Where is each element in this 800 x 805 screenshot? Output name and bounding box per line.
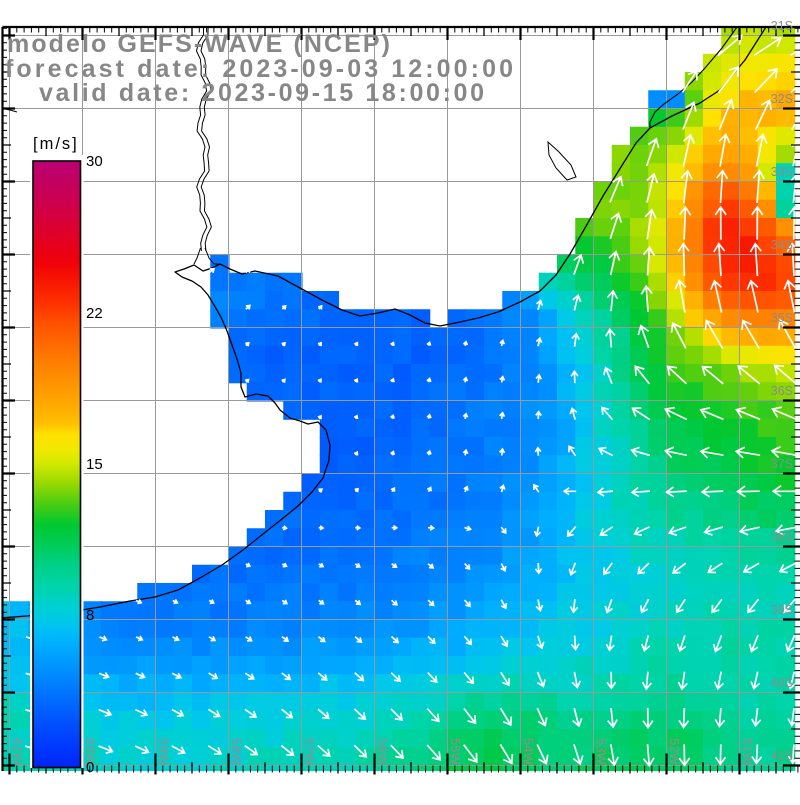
svg-text:60W: 60W [83,738,98,765]
svg-text:40S: 40S [771,676,793,690]
svg-text:53W: 53W [594,738,609,765]
svg-text:51W: 51W [740,738,755,765]
svg-text:38S: 38S [771,530,793,544]
svg-text:modelo GEFS-WAVE (NCEP): modelo GEFS-WAVE (NCEP) [7,30,390,58]
svg-text:56W: 56W [375,738,390,765]
svg-text:forecast date: 2023-09-03 12:0: forecast date: 2023-09-03 12:00:00 [5,55,513,83]
svg-text:15: 15 [86,456,103,473]
svg-text:58W: 58W [229,738,244,765]
svg-text:valid date: 2023-09-15 18:00:0: valid date: 2023-09-15 18:00:00 [39,79,484,107]
svg-text:33S: 33S [771,165,793,179]
svg-text:8: 8 [86,607,94,624]
svg-text:32S: 32S [771,92,793,106]
svg-text:55W: 55W [448,738,463,765]
svg-text:59W: 59W [156,738,171,765]
svg-text:[m/s]: [m/s] [33,135,79,153]
svg-text:52W: 52W [667,738,682,765]
svg-text:61W: 61W [10,738,25,765]
svg-text:36S: 36S [771,384,793,398]
svg-text:34S: 34S [771,238,793,252]
svg-text:37S: 37S [771,457,793,471]
svg-text:54W: 54W [521,738,536,765]
svg-text:35S: 35S [771,311,793,325]
svg-text:30: 30 [86,153,103,170]
svg-text:0: 0 [86,759,94,776]
svg-text:57W: 57W [302,738,317,765]
svg-text:31S: 31S [771,19,793,33]
svg-text:22: 22 [86,305,103,322]
svg-text:39S: 39S [771,603,793,617]
svg-text:41S: 41S [771,749,793,763]
